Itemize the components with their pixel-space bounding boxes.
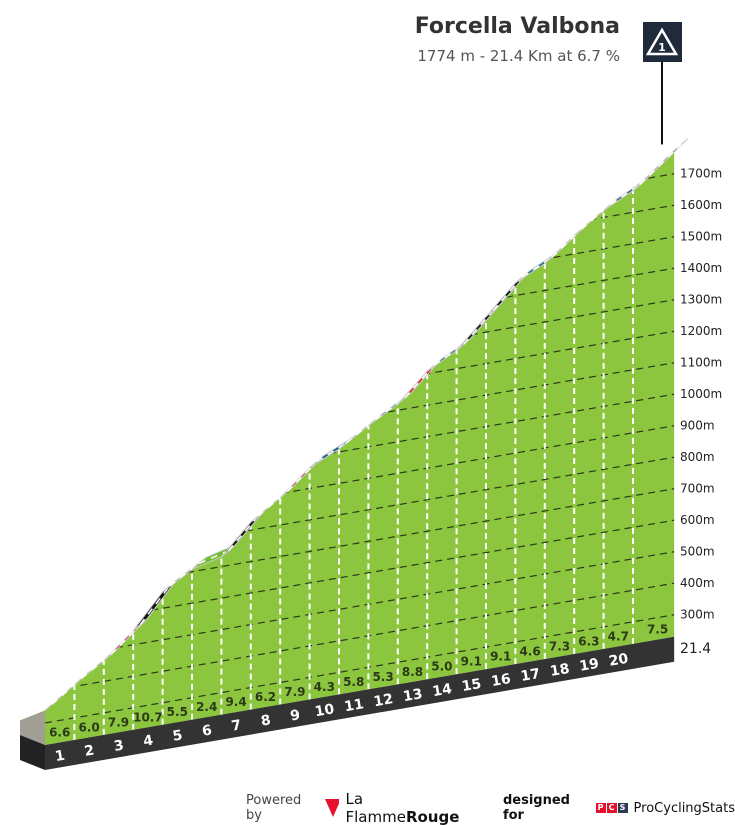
gradient-label: 6.2 [255,690,276,704]
road-centerline [316,442,347,463]
altitude-label: 1600m [680,198,722,212]
road-centerline [110,624,141,656]
road-centerline [286,461,318,493]
gradient-label: 5.0 [431,660,452,674]
km-label: 3 [113,738,125,755]
altitude-gridline [45,330,675,441]
altitude-gridline [45,267,675,378]
km-label: 11 [343,696,365,715]
climb-subtitle: 1774 m - 21.4 Km at 6.7 % [417,47,620,65]
road-centerline [551,228,582,258]
altitude-label: 900m [680,419,715,433]
gradient-label: 9.1 [490,650,511,664]
gradient-label: 2.4 [196,700,217,714]
gradient-label: 8.8 [402,665,423,679]
km-label: 18 [549,661,571,680]
gradient-label: 4.7 [608,629,629,643]
km-label: 4 [142,732,155,749]
km-label: 10 [314,701,336,720]
gradient-label: 5.8 [343,675,364,689]
gradient-label: 6.3 [578,634,599,648]
category-label: 1 [658,41,666,54]
altitude-gridline [45,362,675,472]
km-label: 13 [402,686,424,705]
altitude-label: 700m [680,482,715,496]
altitude-gridline [45,551,675,661]
altitude-label: 1000m [680,387,722,401]
altitude-label: 300m [680,608,715,622]
km-label: 15 [461,676,483,695]
altitude-label: 600m [680,513,715,527]
gradient-label: 4.3 [314,680,335,694]
altitude-label: 400m [680,576,715,590]
km-label: 6 [201,722,213,739]
gradient-label: 7.9 [108,715,129,729]
altitude-gridline [45,582,675,693]
left-side-face [20,710,45,745]
mountain-category-icon [645,27,679,56]
altitude-label: 1200m [680,324,722,338]
altitude-gridline [45,614,675,724]
altitude-gridline [45,236,675,346]
gradient-label: 4.6 [519,645,540,659]
km-label: 16 [490,671,512,690]
km-label: 2 [83,743,95,760]
road-centerline [139,585,171,626]
la-flamme-rouge-brand: La FlammeRouge [345,790,460,826]
gradient-label: 5.3 [372,670,393,684]
road-centerline [521,256,553,278]
designed-for-label: designed for [502,793,570,823]
altitude-gridline [45,488,675,598]
gradient-label: 7.5 [647,623,668,637]
altitude-label: 500m [680,545,715,559]
km-label: 9 [289,707,301,724]
road-centerline [198,550,229,565]
altitude-label: 1700m [680,167,722,181]
altitude-label: 1400m [680,261,722,275]
procyclingstats-label: ProCyclingStats [633,800,735,816]
altitude-label: 1300m [680,293,722,307]
climb-title: Forcella Valbona [414,14,620,39]
distance-strip-side [20,735,45,770]
altitude-gridline [45,425,675,535]
km-label: 14 [431,681,453,700]
altitude-label: 1100m [680,356,722,370]
flamme-rouge-logo-icon [324,799,340,817]
km-label: 20 [608,651,630,670]
road-centerline [639,143,682,186]
km-label: 5 [171,727,183,744]
altitude-gridline [45,393,675,504]
gradient-label: 9.1 [461,655,482,669]
gradient-label: 7.3 [549,640,570,654]
gradient-label: 7.9 [284,685,305,699]
final-distance-label: 21.4 [680,641,711,657]
km-label: 7 [230,717,242,734]
km-label: 19 [578,656,600,675]
footer: Powered by La FlammeRouge designed for P… [246,790,735,826]
powered-by-label: Powered by [246,793,302,823]
km-label: 12 [372,691,394,710]
altitude-gridline [45,456,675,567]
altitude-label: 800m [680,450,715,464]
distance-strip [45,636,675,770]
gradient-label: 10.7 [133,710,163,724]
gradient-label: 5.5 [167,705,188,719]
altitude-label: 1500m [680,230,722,244]
altitude-gridline [45,519,675,630]
profile-body [45,150,675,745]
km-label: 8 [260,712,272,729]
km-label: 17 [519,666,541,685]
gradient-label: 6.6 [49,725,70,739]
km-label: 1 [54,748,66,765]
altitude-gridline [45,299,675,409]
gradient-label: 9.4 [225,695,246,709]
gradient-label: 6.0 [78,720,99,734]
